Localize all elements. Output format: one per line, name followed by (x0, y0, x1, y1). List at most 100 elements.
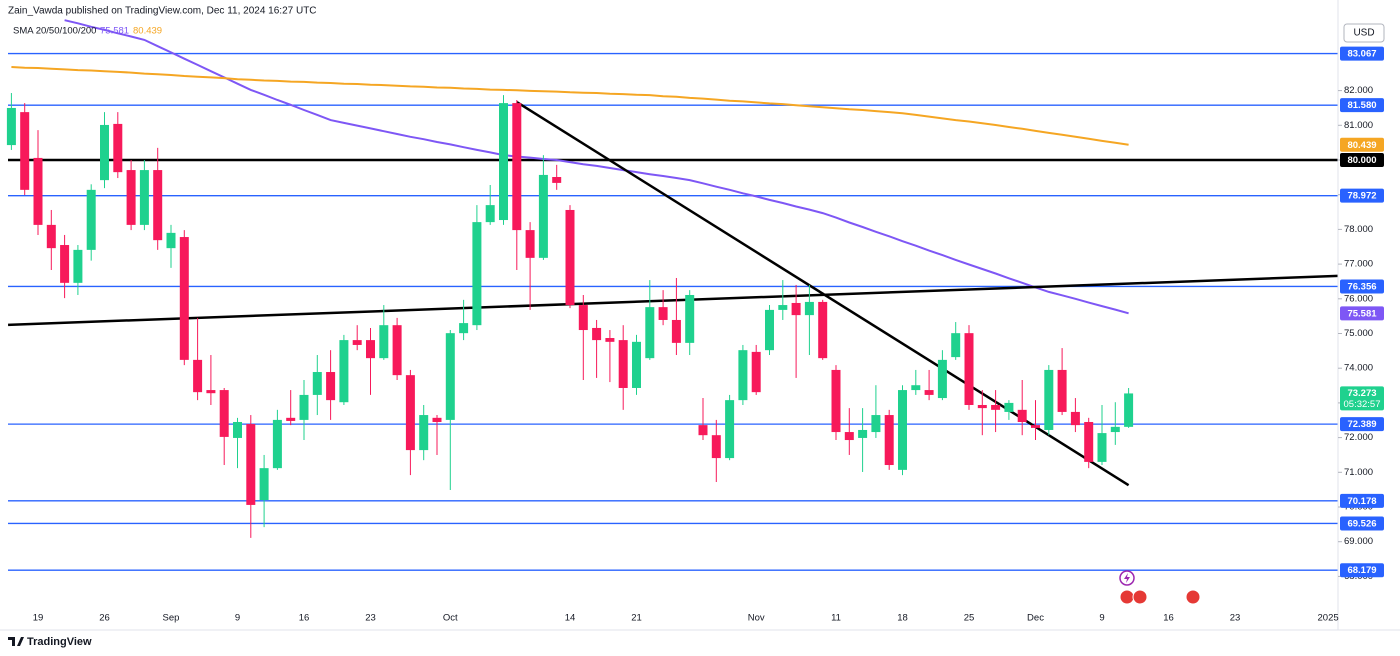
event-icons (1119, 570, 1201, 605)
candle-body (898, 390, 907, 470)
brand-logo (8, 637, 24, 646)
x-tick-label: 16 (299, 613, 310, 624)
candle-body (951, 333, 961, 358)
candle-body (139, 170, 149, 225)
level-label-box (1340, 188, 1384, 203)
x-tick-label: 9 (1099, 613, 1104, 624)
candle-body (1017, 409, 1027, 422)
y-tick-label: 82.000 (1344, 85, 1373, 96)
candle-body (472, 222, 482, 326)
level-label-box (1340, 563, 1384, 578)
level-label-box (1340, 98, 1384, 113)
y-tick-label: 69.000 (1344, 536, 1373, 547)
candle-body (219, 390, 229, 437)
candle-body (432, 417, 442, 422)
candle-body (179, 237, 189, 360)
candle-body (778, 305, 788, 310)
candle-body (937, 359, 947, 399)
candle-body (206, 390, 216, 394)
publisher: Zain_Vawda published on TradingView.com,… (8, 6, 317, 17)
level-label-box (1340, 516, 1384, 531)
candle-body (339, 340, 349, 403)
candle-body (312, 372, 322, 395)
price-label-box (1340, 386, 1384, 411)
sma-label-box (1340, 137, 1384, 152)
candle-body (326, 372, 336, 401)
candle-body (632, 341, 641, 388)
x-tick-label: 19 (33, 613, 44, 624)
candle-body (366, 340, 375, 359)
candle-body (6, 107, 16, 146)
candle-body (844, 432, 854, 441)
sma-line (64, 19, 1129, 315)
candle-body (33, 157, 43, 225)
candle-body (419, 415, 429, 451)
candle-body (1110, 426, 1120, 433)
candle-body (911, 385, 921, 391)
candle-body (246, 424, 256, 505)
sma-line (11, 66, 1129, 146)
candle-body (618, 340, 628, 388)
candle-body (924, 390, 934, 395)
candle-body (871, 415, 881, 433)
candle-body (352, 340, 362, 345)
candle-body (698, 425, 708, 436)
candle-body (765, 309, 774, 351)
candle-body (884, 415, 894, 466)
candle-body (711, 435, 721, 459)
event-icon[interactable] (1185, 589, 1201, 605)
candle-body (405, 375, 415, 451)
candle-body (991, 404, 1001, 410)
event-icon[interactable] (1132, 589, 1148, 605)
sma-label: 80.439 (1347, 140, 1376, 151)
candle-body (485, 205, 495, 223)
candle-body (379, 325, 389, 359)
candle-body (193, 359, 203, 393)
currency-box[interactable] (1343, 23, 1385, 43)
candle-body (1057, 369, 1067, 412)
candle-body (592, 327, 602, 341)
candle-body (565, 209, 575, 306)
level-label: 72.389 (1347, 419, 1376, 430)
candle-body (831, 369, 841, 433)
level-label: 83.067 (1347, 49, 1376, 60)
indicator-value: 80.439 (133, 26, 162, 37)
brand: TradingView (27, 636, 92, 648)
level-label: 80.000 (1347, 155, 1376, 166)
candle-body (1070, 411, 1080, 426)
candle-body (113, 123, 123, 173)
candle-body (1084, 421, 1094, 462)
event-icon[interactable] (1119, 589, 1135, 605)
plot-area (6, 19, 1339, 571)
y-tick-label: 81.000 (1344, 120, 1373, 131)
level-label: 76.356 (1347, 281, 1376, 292)
candle-body (86, 189, 96, 250)
level-label-box (1340, 153, 1384, 168)
candle-body (259, 468, 269, 501)
candle-body (1044, 369, 1054, 430)
indicator-name: SMA 20/50/100/200 (13, 26, 96, 37)
candle-body (552, 177, 562, 183)
candle-body (1097, 433, 1107, 462)
sma-label-box (1340, 306, 1384, 321)
price-label: 73.273 (1347, 388, 1376, 399)
candle-body (818, 301, 828, 359)
candle-body (46, 224, 56, 249)
candle-body (445, 333, 455, 420)
currency[interactable]: USD (1353, 28, 1374, 39)
candle-body (1124, 393, 1134, 427)
level-label-box (1340, 279, 1384, 294)
candle-body (1004, 402, 1014, 412)
x-tick-label: 18 (897, 613, 908, 624)
candle-body (60, 245, 70, 283)
sma-label: 75.581 (1347, 308, 1377, 319)
y-tick-label: 75.000 (1344, 328, 1373, 339)
level-label-box (1340, 417, 1384, 432)
candle-body (392, 325, 402, 376)
y-tick-label: 76.000 (1344, 293, 1373, 304)
candle-body (166, 232, 176, 249)
candle-body (299, 394, 309, 420)
candle-body (286, 417, 296, 421)
